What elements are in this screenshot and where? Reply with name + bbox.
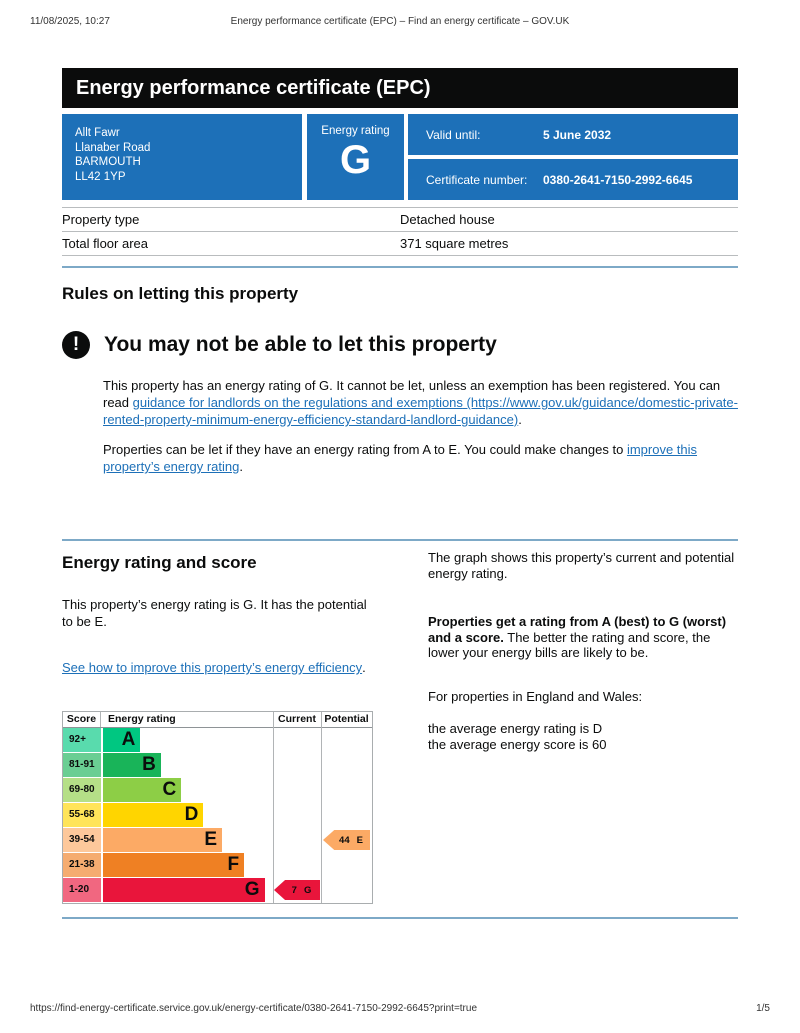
improve-rating-link[interactable]: improve this property’s energy rating	[103, 442, 698, 474]
print-page-url: https://find-energy-certificate.service.…	[30, 1003, 478, 1014]
chart-col-potential: Potential	[324, 713, 369, 725]
paragraph-text: Properties can be let if they have an en…	[103, 442, 627, 457]
band-bar-a: A	[103, 728, 141, 752]
rating-score-column: Energy rating and score This property’s …	[62, 553, 376, 676]
address-line-3: BARMOUTH	[75, 156, 141, 168]
band-bar-e: E	[103, 828, 222, 852]
warning-icon: !	[62, 331, 90, 359]
energy-rating-box: Energy rating G	[307, 114, 404, 200]
current-score: 7	[291, 884, 297, 896]
epc-band-c: 69-80 C	[63, 778, 273, 802]
floor-area-value: 371 square metres	[400, 236, 509, 251]
address-line-1: Allt Fawr	[75, 127, 120, 139]
average-score-text: the average energy score is 60	[428, 736, 607, 752]
property-facts-table: Property type Detached house Total floor…	[62, 207, 738, 256]
certificate-number-value: 0380-2641-7150-2992-6645	[543, 172, 693, 187]
certificate-number-box: Certificate number: 0380-2641-7150-2992-…	[408, 159, 738, 200]
valid-until-value: 5 June 2032	[543, 127, 612, 142]
chart-header-row: Score Energy rating Current Potential	[63, 712, 372, 728]
print-header: 11/08/2025, 10:27 Energy performance cer…	[0, 16, 800, 30]
band-bar-b: B	[103, 753, 161, 777]
epc-band-f: 21-38 F	[63, 853, 273, 877]
warning-title: You may not be able to let this property	[104, 333, 497, 356]
rating-explanation-column: The graph shows this property’s current …	[428, 550, 740, 752]
letting-warning: ! You may not be able to let this proper…	[62, 331, 738, 359]
address-line-2: Llanaber Road	[75, 141, 151, 154]
potential-score: 44	[339, 834, 350, 846]
property-address: Allt Fawr Llanaber Road BARMOUTH LL42 1Y…	[62, 114, 302, 200]
band-bar-g: G	[103, 878, 265, 902]
potential-rating-marker: 44 E	[323, 830, 370, 850]
average-rating-text: the average energy rating is D	[428, 721, 603, 736]
section-divider	[62, 266, 738, 268]
valid-until-box: Valid until: 5 June 2032	[408, 114, 738, 155]
band-score-range: 92+	[63, 728, 101, 752]
print-page-number: 1/5	[756, 1003, 770, 1014]
chart-col-energy-rating: Energy rating	[108, 713, 176, 725]
valid-until-label: Valid until:	[426, 127, 481, 142]
epc-rating-chart: Score Energy rating Current Potential 92…	[62, 711, 373, 904]
rating-section-heading: Energy rating and score	[62, 553, 257, 572]
rules-section-heading: Rules on letting this property	[62, 284, 299, 303]
england-wales-text: For properties in England and Wales:	[428, 688, 643, 704]
print-doc-title: Energy performance certificate (EPC) – F…	[230, 16, 570, 27]
letting-paragraph-1: This property has an energy rating of G.…	[103, 378, 738, 427]
chart-col-score: Score	[63, 712, 101, 727]
epc-band-a: 92+ A	[63, 728, 273, 752]
certificate-number-label: Certificate number:	[426, 172, 528, 187]
chart-col-current: Current	[278, 713, 316, 725]
current-column-divider	[273, 712, 274, 903]
band-score-range: 21-38	[63, 853, 101, 877]
energy-rating-label: Energy rating	[321, 125, 390, 137]
landlord-guidance-link[interactable]: guidance for landlords on the regulation…	[103, 395, 738, 427]
improve-efficiency-paragraph: See how to improve this property’s energ…	[62, 660, 366, 675]
epc-band-e: 39-54 E	[63, 828, 273, 852]
ratings-explainer-text: Properties get a rating from A (best) to…	[428, 614, 727, 660]
band-score-range: 39-54	[63, 828, 101, 852]
table-row-floor-area: Total floor area 371 square metres	[62, 232, 738, 256]
property-type-value: Detached house	[400, 212, 495, 227]
chart-bands: 92+ A 81-91 B 69-80 C 55-68 D 39-54 E 21-38 F 1-20 G	[63, 728, 372, 902]
energy-rating-value: G	[339, 138, 372, 182]
print-datetime: 11/08/2025, 10:27	[30, 16, 110, 27]
paragraph-text: This property has an energy rating of G.…	[103, 378, 721, 410]
band-score-range: 1-20	[63, 878, 101, 902]
table-row-property-type: Property type Detached house	[62, 208, 738, 232]
page-title-banner: Energy performance certificate (EPC)	[62, 68, 738, 108]
section-divider	[62, 539, 738, 541]
band-bar-f: F	[103, 853, 245, 877]
band-bar-c: C	[103, 778, 182, 802]
band-score-range: 81-91	[63, 753, 101, 777]
graph-intro-text: The graph shows this property’s current …	[428, 550, 735, 581]
potential-letter: E	[356, 834, 363, 846]
potential-column-divider	[321, 712, 322, 903]
section-divider	[62, 917, 738, 919]
current-letter: G	[303, 884, 312, 896]
band-bar-d: D	[103, 803, 204, 827]
epc-band-b: 81-91 B	[63, 753, 273, 777]
epc-band-d: 55-68 D	[63, 803, 273, 827]
band-score-range: 55-68	[63, 803, 101, 827]
improve-efficiency-link[interactable]: See how to improve this property’s energ…	[62, 660, 363, 675]
epc-band-g: 1-20 G	[63, 878, 273, 902]
current-rating-marker: 7 G	[274, 880, 320, 900]
certificate-summary: Allt Fawr Llanaber Road BARMOUTH LL42 1Y…	[62, 114, 738, 200]
band-score-range: 69-80	[63, 778, 101, 802]
property-type-label: Property type	[62, 212, 140, 227]
address-line-4: LL42 1YP	[75, 170, 126, 183]
floor-area-label: Total floor area	[62, 236, 148, 251]
letting-paragraph-2: Properties can be let if they have an en…	[103, 442, 698, 474]
rating-intro-text: This property’s energy rating is G. It h…	[62, 597, 367, 629]
